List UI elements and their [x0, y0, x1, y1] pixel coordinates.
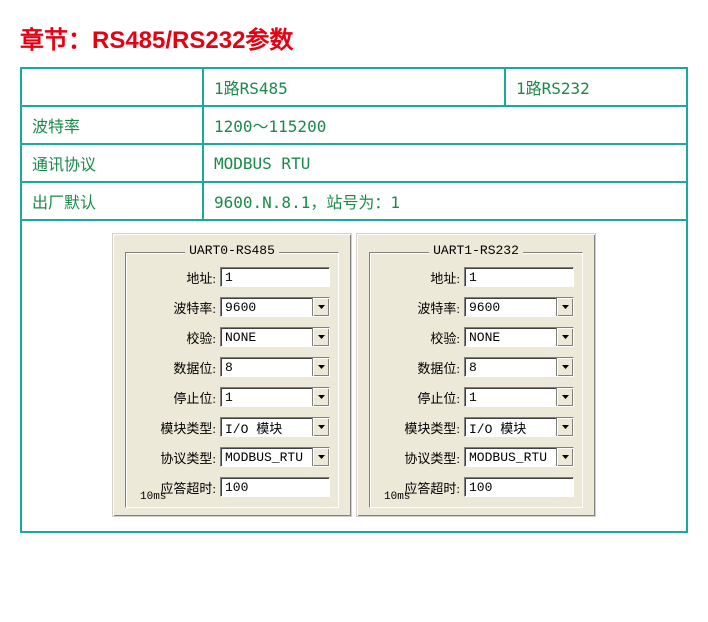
addr-label: 地址:: [186, 268, 216, 287]
timeout-label: 应答超时:: [160, 478, 216, 497]
stopbits-combo[interactable]: 1: [464, 387, 574, 407]
dropdown-icon: [556, 328, 573, 346]
proto-combo[interactable]: MODBUS_RTU: [464, 447, 574, 467]
combo-text: NONE: [221, 330, 312, 345]
table-cell: MODBUS RTU: [203, 144, 687, 182]
table-cell: 1200～115200: [203, 106, 687, 144]
parity-combo[interactable]: NONE: [220, 327, 330, 347]
timeout-input[interactable]: [220, 477, 330, 497]
databits-label: 数据位:: [417, 358, 460, 377]
timeout-label: 应答超时:: [404, 478, 460, 497]
dropdown-icon: [312, 448, 329, 466]
table-row: 波特率 1200～115200: [21, 106, 687, 144]
combo-text: MODBUS_RTU: [221, 450, 312, 465]
combo-text: I/O 模块: [221, 418, 312, 437]
proto-combo[interactable]: MODBUS_RTU: [220, 447, 330, 467]
groupbox-legend: UART1-RS232: [429, 243, 523, 258]
timeout-input[interactable]: [464, 477, 574, 497]
baud-combo[interactable]: 9600: [464, 297, 574, 317]
dropdown-icon: [556, 418, 573, 436]
combo-text: 1: [465, 390, 556, 405]
baud-label: 波特率:: [417, 298, 460, 317]
dropdown-icon: [556, 388, 573, 406]
dropdown-icon: [312, 328, 329, 346]
config-panel-container: UART0-RS485 地址: 波特率: 9600 校验: NONE: [20, 221, 688, 533]
table-cell-label: 出厂默认: [21, 182, 203, 220]
combo-text: 1: [221, 390, 312, 405]
table-cell: 1路RS232: [505, 68, 687, 106]
parity-combo[interactable]: NONE: [464, 327, 574, 347]
table-cell-label: 波特率: [21, 106, 203, 144]
combo-text: MODBUS_RTU: [465, 450, 556, 465]
combo-text: NONE: [465, 330, 556, 345]
databits-combo[interactable]: 8: [464, 357, 574, 377]
table-cell-empty: [21, 68, 203, 106]
groupbox-uart1: UART1-RS232 地址: 波特率: 9600 校验: NONE: [356, 233, 596, 517]
proto-label: 协议类型:: [160, 448, 216, 467]
modtype-combo[interactable]: I/O 模块: [220, 417, 330, 437]
combo-text: 9600: [221, 300, 312, 315]
table-row: 出厂默认 9600.N.8.1，站号为：1: [21, 182, 687, 220]
combo-text: I/O 模块: [465, 418, 556, 437]
table-cell: 1路RS485: [203, 68, 505, 106]
dropdown-icon: [312, 418, 329, 436]
addr-label: 地址:: [430, 268, 460, 287]
baud-label: 波特率:: [173, 298, 216, 317]
baud-combo[interactable]: 9600: [220, 297, 330, 317]
proto-label: 协议类型:: [404, 448, 460, 467]
table-row: 通讯协议 MODBUS RTU: [21, 144, 687, 182]
dropdown-icon: [556, 298, 573, 316]
addr-input[interactable]: [220, 267, 330, 287]
table-cell-label: 通讯协议: [21, 144, 203, 182]
groupbox-legend: UART0-RS485: [185, 243, 279, 258]
combo-text: 8: [465, 360, 556, 375]
databits-combo[interactable]: 8: [220, 357, 330, 377]
spec-table: 1路RS485 1路RS232 波特率 1200～115200 通讯协议 MOD…: [20, 67, 688, 221]
modtype-combo[interactable]: I/O 模块: [464, 417, 574, 437]
modtype-label: 模块类型:: [160, 418, 216, 437]
dropdown-icon: [556, 448, 573, 466]
stopbits-label: 停止位:: [173, 388, 216, 407]
combo-text: 9600: [465, 300, 556, 315]
addr-input[interactable]: [464, 267, 574, 287]
stopbits-combo[interactable]: 1: [220, 387, 330, 407]
parity-label: 校验:: [186, 328, 216, 347]
dropdown-icon: [312, 388, 329, 406]
combo-text: 8: [221, 360, 312, 375]
page-title: 章节：RS485/RS232参数: [20, 20, 688, 55]
stopbits-label: 停止位:: [417, 388, 460, 407]
groupbox-uart0: UART0-RS485 地址: 波特率: 9600 校验: NONE: [112, 233, 352, 517]
databits-label: 数据位:: [173, 358, 216, 377]
parity-label: 校验:: [430, 328, 460, 347]
modtype-label: 模块类型:: [404, 418, 460, 437]
table-row: 1路RS485 1路RS232: [21, 68, 687, 106]
dropdown-icon: [556, 358, 573, 376]
table-cell: 9600.N.8.1，站号为：1: [203, 182, 687, 220]
dropdown-icon: [312, 298, 329, 316]
dropdown-icon: [312, 358, 329, 376]
